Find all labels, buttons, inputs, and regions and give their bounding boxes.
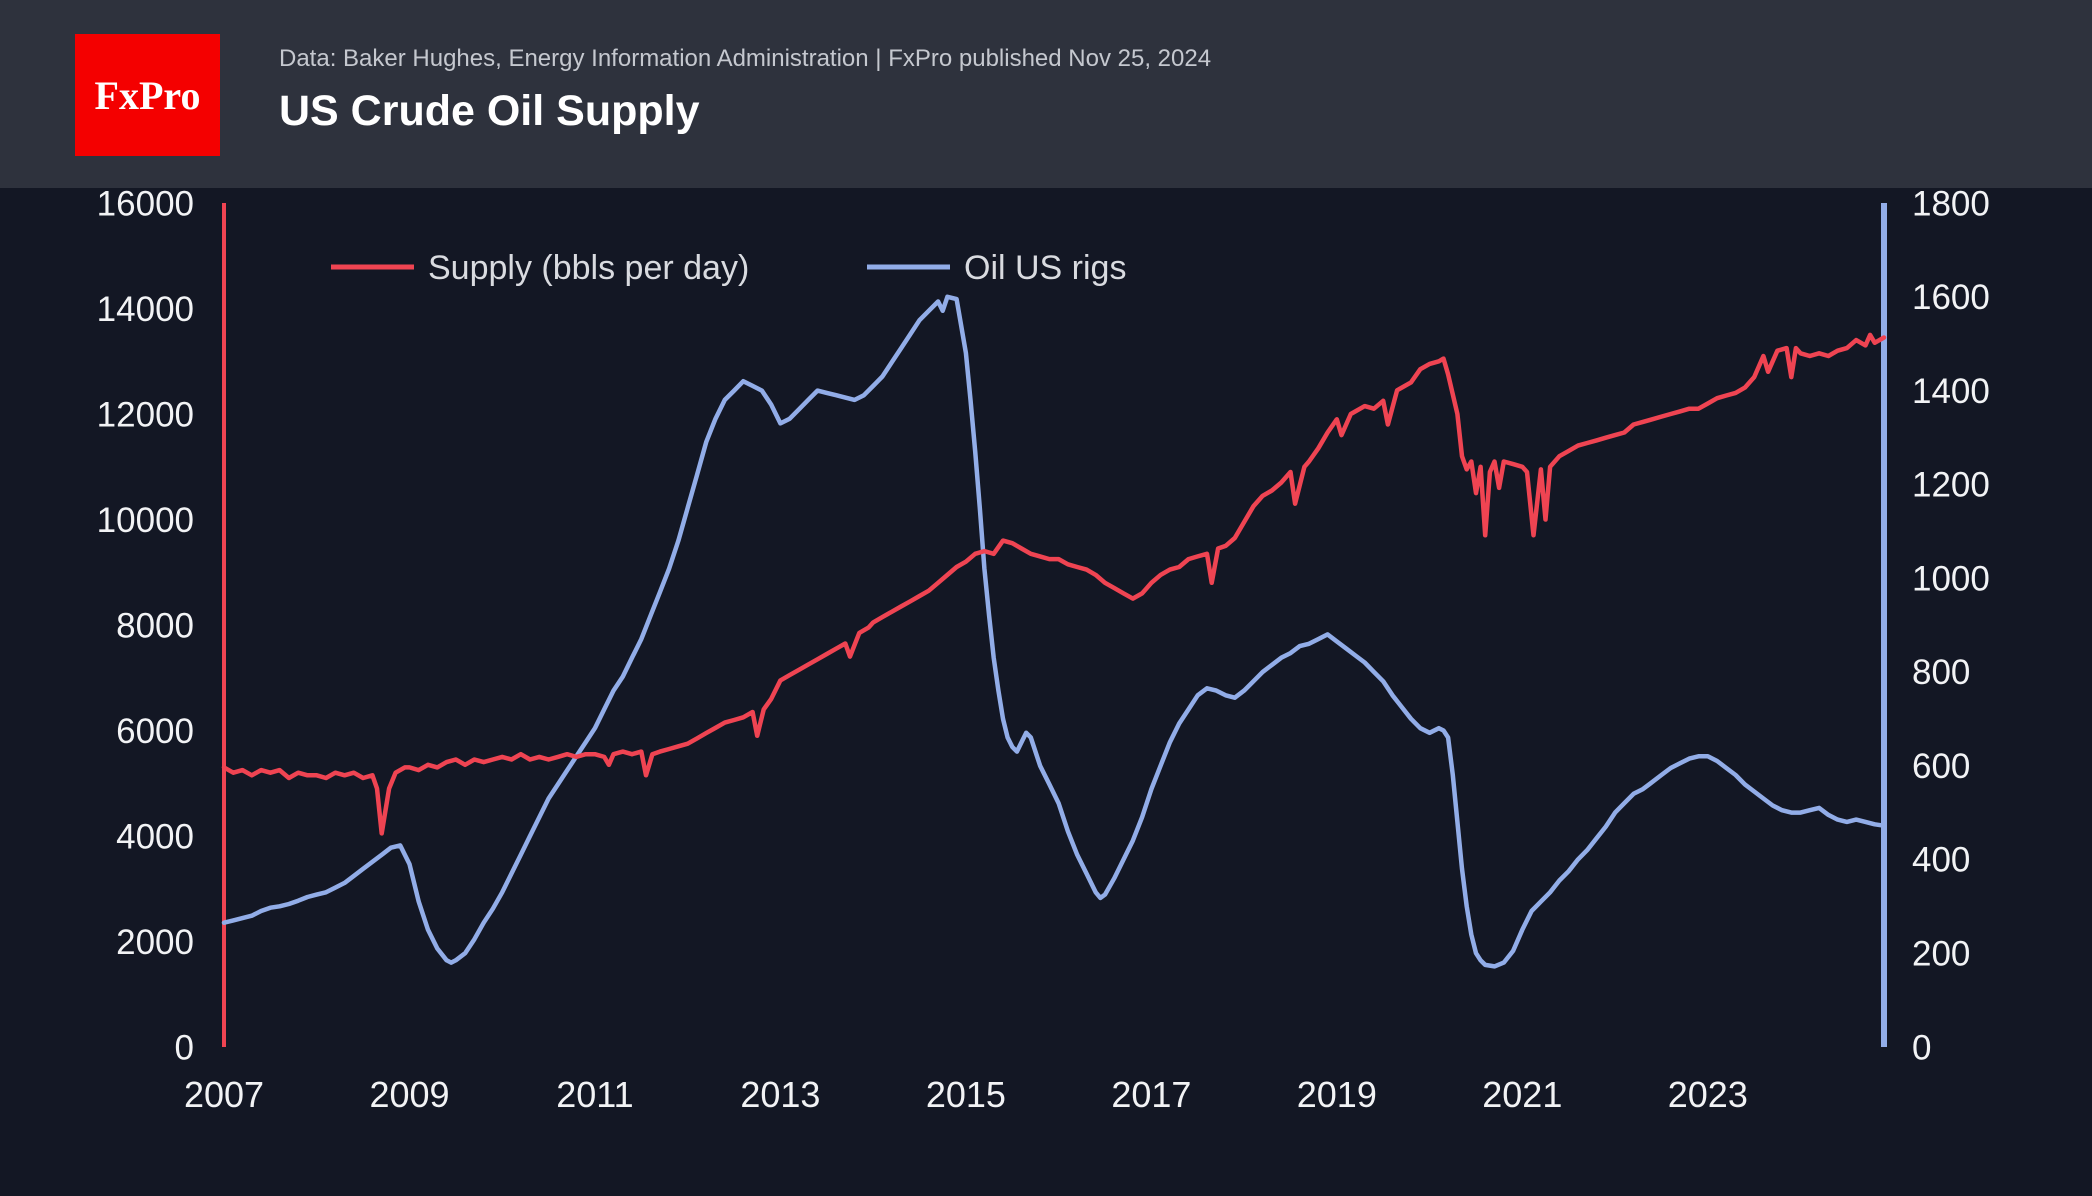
legend-label-supply-bbls-per-day: Supply (bbls per day) xyxy=(428,249,749,287)
series-line-oil-us-rigs xyxy=(221,294,1887,969)
left-axis-tick-label: 0 xyxy=(175,1028,194,1067)
header-text: Data: Baker Hughes, Energy Information A… xyxy=(279,44,1211,136)
left-axis-tick-label: 8000 xyxy=(116,606,194,645)
right-axis-tick-label: 400 xyxy=(1912,841,1970,880)
left-axis-tick-label: 12000 xyxy=(97,395,194,434)
right-axis-tick-label: 800 xyxy=(1912,653,1970,692)
legend-label-oil-us-rigs: Oil US rigs xyxy=(964,249,1126,287)
x-axis-tick-label: 2011 xyxy=(556,1074,633,1115)
left-axis-tick-label: 14000 xyxy=(97,290,194,329)
fxpro-logo: FxPro xyxy=(75,34,220,156)
x-axis-tick-label: 2023 xyxy=(1668,1074,1748,1115)
right-axis-tick-label: 0 xyxy=(1912,1028,1931,1067)
x-axis-tick-label: 2013 xyxy=(740,1074,820,1115)
x-axis-tick-label: 2015 xyxy=(926,1074,1006,1115)
left-axis-tick-label: 2000 xyxy=(116,923,194,962)
right-axis-tick-label: 600 xyxy=(1912,747,1970,786)
right-axis-tick-label: 200 xyxy=(1912,934,1970,973)
series-line-supply-bbls-per-day xyxy=(221,332,1887,836)
left-axis-tick-label: 4000 xyxy=(116,817,194,856)
left-axis-tick-label: 10000 xyxy=(97,501,194,540)
right-axis-tick-label: 1600 xyxy=(1912,278,1990,317)
header: FxPro Data: Baker Hughes, Energy Informa… xyxy=(0,0,2092,188)
right-axis-tick-label: 1000 xyxy=(1912,559,1990,598)
x-axis-tick-label: 2019 xyxy=(1297,1074,1377,1115)
left-axis-tick-label: 16000 xyxy=(97,184,194,223)
fxpro-logo-text: FxPro xyxy=(94,72,201,118)
page-title: US Crude Oil Supply xyxy=(279,87,700,135)
right-axis-tick-label: 1400 xyxy=(1912,372,1990,411)
right-axis-tick-label: 1800 xyxy=(1912,184,1990,223)
source-line: Data: Baker Hughes, Energy Information A… xyxy=(279,45,1212,72)
right-axis-tick-label: 1200 xyxy=(1912,466,1990,505)
left-axis-tick-label: 6000 xyxy=(116,712,194,751)
x-axis-tick-label: 2021 xyxy=(1482,1074,1562,1115)
x-axis-tick-label: 2007 xyxy=(184,1074,264,1115)
x-axis-tick-label: 2017 xyxy=(1111,1074,1191,1115)
x-axis-tick-label: 2009 xyxy=(369,1074,449,1115)
